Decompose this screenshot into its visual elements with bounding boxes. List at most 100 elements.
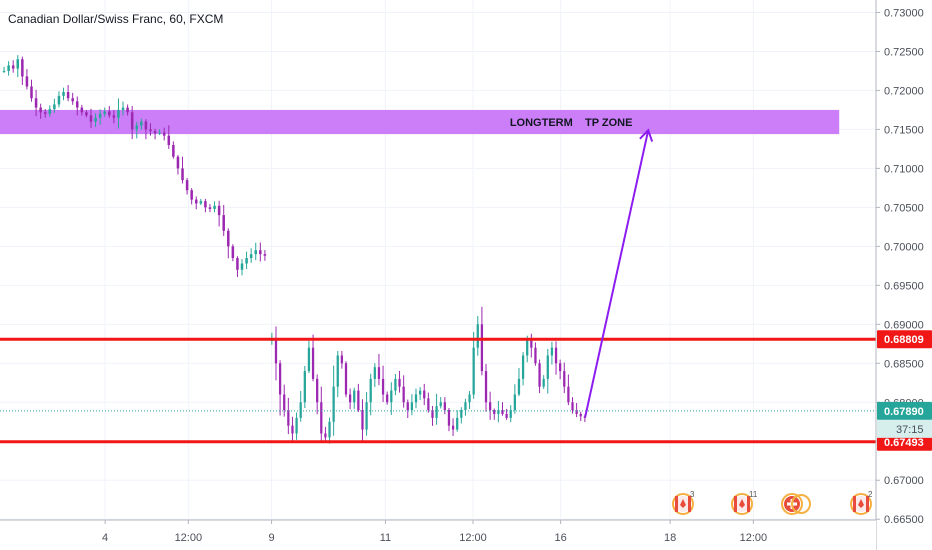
candle-body [414, 394, 418, 403]
candle-body [259, 250, 262, 255]
candle-body [167, 135, 171, 146]
candle-body [484, 371, 488, 403]
candle-body [48, 109, 52, 114]
candle-body [112, 115, 116, 118]
candle-body [575, 410, 578, 414]
candle-body [2, 70, 6, 72]
candle-body [348, 394, 352, 403]
x-tick-label: 12:00 [459, 532, 487, 544]
candle-body [509, 410, 512, 418]
canada-flag-event-icon[interactable]: 2 [850, 490, 873, 515]
candle-body [287, 410, 290, 426]
time-scale-background [0, 520, 876, 550]
candle-body [468, 394, 471, 403]
event-maple-leaf [858, 499, 864, 508]
candle-body [144, 121, 148, 130]
candle-body [451, 425, 455, 430]
economic-events[interactable]: 3 11 2 [672, 490, 873, 515]
time-scale[interactable]: 4 12:00 9 11 12:00 16 18 12:00 [102, 520, 767, 544]
canada-flag-event-icon[interactable]: 3 [672, 490, 695, 515]
candle-body [505, 413, 508, 418]
candle-body [410, 402, 414, 411]
candle-body [158, 132, 161, 134]
event-count: 11 [749, 490, 758, 499]
candle-body [303, 371, 306, 403]
candle-body [80, 107, 84, 113]
candle-body [521, 355, 525, 379]
candle-body [249, 254, 253, 259]
candle-body [476, 324, 479, 348]
candle-body [386, 394, 389, 403]
candle-body [340, 355, 344, 364]
candle-body [402, 386, 405, 403]
candle-body [373, 367, 376, 379]
candle-body [227, 230, 230, 247]
candle-body [194, 199, 198, 204]
candle-body [181, 168, 184, 181]
countdown-label: 37:15 [896, 424, 924, 436]
candle-body [7, 65, 10, 71]
price-tag-box [877, 401, 932, 420]
price-tags: 0.68809 0.67493 0.67890 37:15 [877, 330, 932, 451]
candle-body [435, 406, 438, 418]
candle-body [563, 371, 566, 387]
candle-body [30, 86, 33, 99]
candle-body [254, 250, 257, 255]
candle-body [513, 394, 516, 411]
candle-body [208, 207, 212, 209]
candle-body [43, 112, 47, 114]
candle-body [365, 402, 368, 430]
candle-body [57, 95, 61, 105]
y-tick-label: 0.72000 [884, 85, 924, 97]
projection-arrow[interactable] [584, 129, 650, 418]
tp-zone-rectangle[interactable] [0, 109, 840, 135]
candle-body [71, 98, 74, 102]
candle-body [130, 112, 134, 130]
candle-body [460, 410, 463, 418]
x-tick-label: 4 [102, 532, 108, 544]
swiss-flag-event-icon[interactable] [781, 493, 811, 515]
y-tick-label: 0.71000 [884, 163, 924, 175]
candle-body [464, 402, 467, 411]
candle-body [108, 111, 111, 116]
candle-body [162, 132, 166, 136]
candle-body [542, 378, 545, 387]
event-flag-band [734, 496, 737, 512]
candle-body [176, 156, 180, 169]
candle-body [204, 201, 207, 208]
event-maple-leaf [739, 499, 745, 508]
y-tick-label: 0.69000 [884, 319, 924, 331]
candle-body [34, 98, 38, 108]
canada-flag-event-icon[interactable]: 11 [731, 490, 758, 515]
candle-body [344, 363, 348, 395]
event-flag-band [747, 496, 750, 512]
candle-body [534, 347, 537, 364]
candle-body [390, 390, 393, 403]
horizontal-lines [0, 337, 876, 444]
candle-body [439, 402, 442, 407]
candle-body [126, 107, 129, 113]
price-scale[interactable]: 0.73000 0.72500 0.72000 0.71500 0.71000 0.705… [876, 7, 924, 526]
candle-body [320, 402, 323, 434]
candle-body [299, 402, 302, 418]
candle-body [103, 111, 106, 114]
candle-body [443, 402, 446, 411]
candle-body [394, 378, 397, 391]
candle-body [526, 339, 529, 356]
candle-body [311, 347, 315, 379]
candle-body [185, 180, 189, 191]
y-tick-label: 0.67000 [884, 475, 924, 487]
price-tag-label: 0.68809 [884, 334, 924, 346]
candle-body [431, 410, 434, 418]
x-tick-label: 9 [268, 532, 274, 544]
candle-body [423, 390, 426, 399]
y-tick-label: 0.72500 [884, 46, 924, 58]
y-tick-label: 0.70000 [884, 241, 924, 253]
y-tick-label: 0.70500 [884, 202, 924, 214]
candle-body [140, 121, 143, 126]
candle-body [213, 205, 216, 209]
price-tag-box [877, 330, 932, 349]
candle-body [324, 433, 327, 438]
candle-body [231, 246, 235, 259]
